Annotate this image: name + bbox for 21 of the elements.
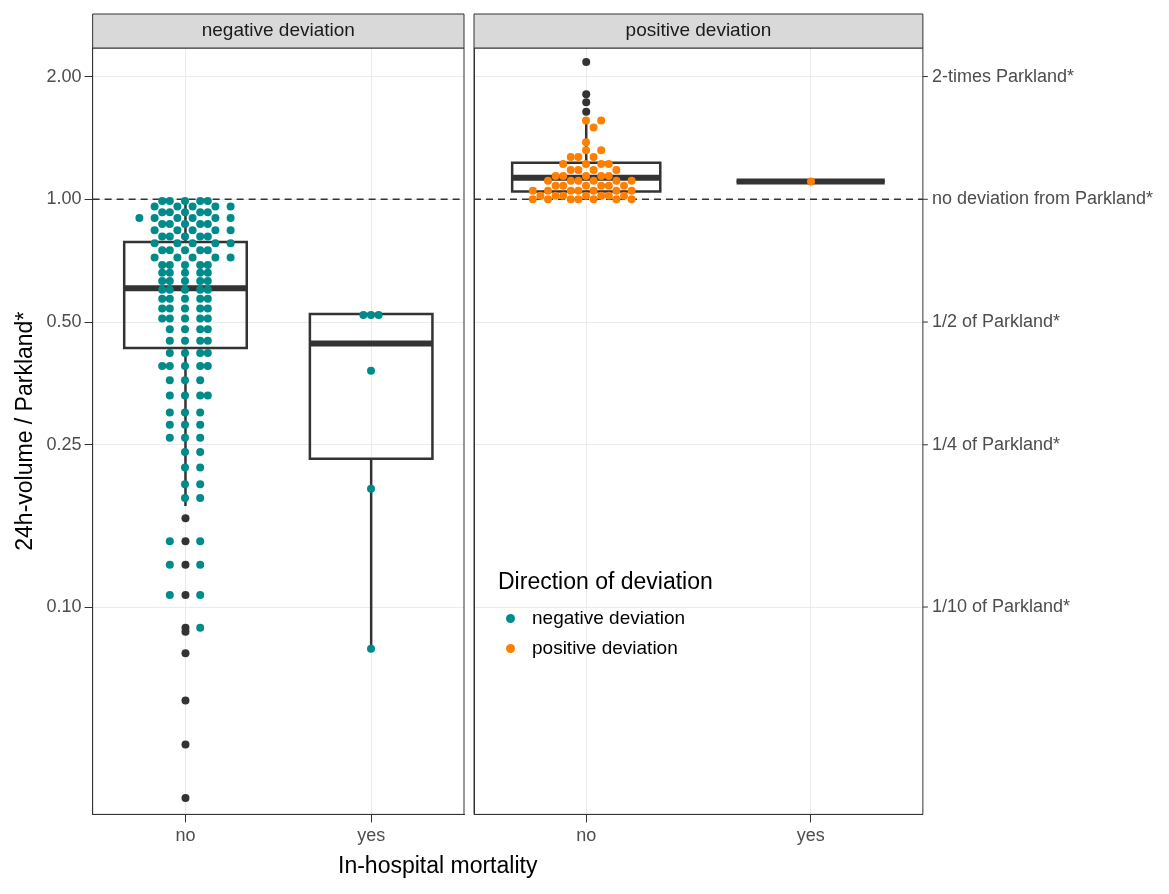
x-axis-title: In-hospital mortality	[337, 852, 539, 879]
y-tick-label: 0.25	[46, 433, 82, 454]
x-tick-label: yes	[796, 825, 825, 846]
legend-label: positive deviation	[532, 637, 678, 659]
x-tick-label: no	[175, 825, 196, 846]
x-tick-label: yes	[357, 825, 386, 846]
text: 1/10 of Parkland*	[931, 595, 1070, 616]
text: no deviation from Parkland*	[931, 188, 1153, 209]
text: 1/4 of Parkland*	[931, 433, 1060, 454]
text: 1/2 of Parkland*	[931, 311, 1060, 331]
legend-label: negative deviation	[532, 607, 686, 629]
y-tick-label: 0.50	[46, 311, 82, 331]
text: 2-times Parkland*	[931, 65, 1074, 86]
y-tick-label: 1.00	[46, 188, 82, 209]
legend-title: Direction of deviation	[498, 568, 713, 595]
y-tick-label: 0.10	[46, 595, 82, 616]
chart-title: positive deviation	[625, 19, 772, 41]
x-tick-label: no	[576, 825, 597, 846]
y-axis-title: 24h-volume / Parkland*	[11, 311, 38, 551]
chart-title: negative deviation	[201, 19, 355, 41]
y-tick-label: 2.00	[46, 65, 82, 86]
